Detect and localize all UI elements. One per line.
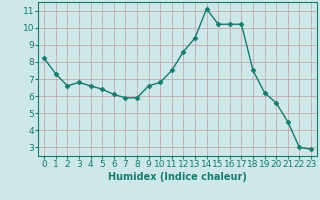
X-axis label: Humidex (Indice chaleur): Humidex (Indice chaleur) [108, 172, 247, 182]
